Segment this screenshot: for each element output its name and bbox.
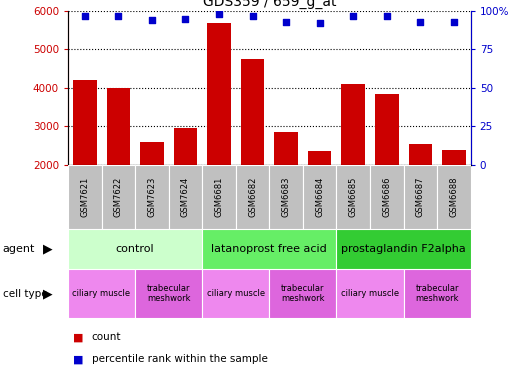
Point — [147, 17, 156, 23]
Text: ciliary muscle: ciliary muscle — [341, 289, 399, 298]
Text: trabecular
meshwork: trabecular meshwork — [147, 284, 190, 303]
Text: GSM6685: GSM6685 — [349, 176, 358, 217]
Bar — [336, 165, 370, 229]
Bar — [68, 165, 101, 229]
Text: latanoprost free acid: latanoprost free acid — [211, 244, 327, 254]
Bar — [375, 94, 399, 242]
Bar — [236, 165, 269, 229]
Bar — [269, 269, 336, 318]
Bar — [207, 23, 231, 242]
Title: GDS359 / 659_g_at: GDS359 / 659_g_at — [202, 0, 336, 8]
Text: GSM6686: GSM6686 — [382, 176, 391, 217]
Text: trabecular
meshwork: trabecular meshwork — [415, 284, 459, 303]
Bar — [370, 165, 404, 229]
Text: ciliary muscle: ciliary muscle — [207, 289, 265, 298]
Point — [114, 13, 122, 19]
Bar — [404, 165, 437, 229]
Bar — [68, 269, 135, 318]
Text: GSM6688: GSM6688 — [449, 176, 459, 217]
Bar — [275, 132, 298, 242]
Text: count: count — [92, 332, 121, 342]
Point — [315, 20, 324, 26]
Bar — [308, 151, 332, 242]
Point — [383, 13, 391, 19]
Text: GSM7622: GSM7622 — [114, 177, 123, 217]
Bar — [68, 229, 202, 269]
Text: GSM7621: GSM7621 — [80, 177, 89, 217]
Text: ▶: ▶ — [43, 242, 53, 255]
Bar — [437, 165, 471, 229]
Text: GSM6687: GSM6687 — [416, 176, 425, 217]
Text: GSM6684: GSM6684 — [315, 176, 324, 217]
Text: ▶: ▶ — [43, 287, 53, 300]
Text: GSM6683: GSM6683 — [281, 176, 291, 217]
Text: GSM6681: GSM6681 — [214, 176, 223, 217]
Bar — [140, 142, 164, 242]
Text: ■: ■ — [73, 354, 84, 364]
Bar — [404, 269, 471, 318]
Bar — [202, 269, 269, 318]
Text: ■: ■ — [73, 332, 84, 342]
Bar — [269, 165, 303, 229]
Text: control: control — [116, 244, 154, 254]
Bar — [107, 88, 130, 242]
Text: GSM7624: GSM7624 — [181, 177, 190, 217]
Bar — [73, 80, 97, 242]
Bar — [442, 150, 465, 242]
Bar — [303, 165, 336, 229]
Text: GSM7623: GSM7623 — [147, 176, 156, 217]
Text: agent: agent — [3, 244, 35, 254]
Bar — [336, 269, 404, 318]
Point — [416, 19, 425, 25]
Bar — [135, 269, 202, 318]
Text: ciliary muscle: ciliary muscle — [73, 289, 131, 298]
Point — [181, 16, 190, 22]
Point — [215, 11, 223, 17]
Bar — [202, 165, 236, 229]
Bar — [135, 165, 168, 229]
Bar — [336, 229, 471, 269]
Point — [349, 13, 357, 19]
Point — [81, 13, 89, 19]
Text: GSM6682: GSM6682 — [248, 176, 257, 217]
Point — [248, 13, 257, 19]
Bar — [342, 84, 365, 242]
Bar — [168, 165, 202, 229]
Bar — [202, 229, 336, 269]
Text: trabecular
meshwork: trabecular meshwork — [281, 284, 325, 303]
Bar — [408, 143, 432, 242]
Text: prostaglandin F2alpha: prostaglandin F2alpha — [341, 244, 466, 254]
Text: cell type: cell type — [3, 289, 47, 299]
Text: percentile rank within the sample: percentile rank within the sample — [92, 354, 267, 364]
Bar — [241, 59, 264, 242]
Point — [450, 19, 458, 25]
Bar — [101, 165, 135, 229]
Point — [282, 19, 290, 25]
Bar — [174, 128, 197, 242]
